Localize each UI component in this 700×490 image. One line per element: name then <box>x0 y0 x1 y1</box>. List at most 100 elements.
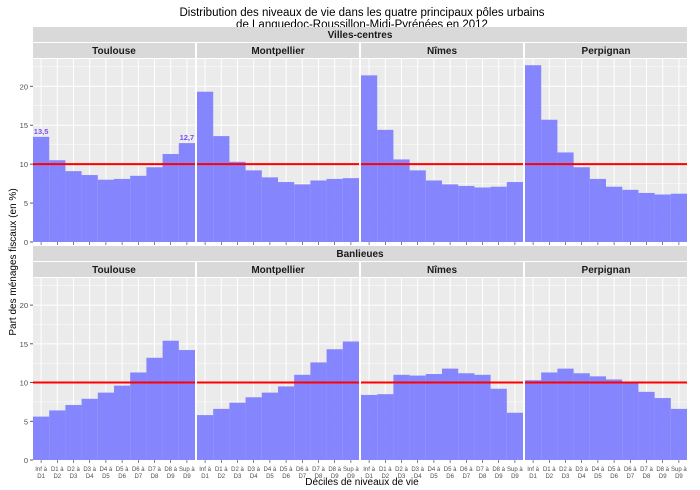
row-strip-label: Villes-centres <box>328 30 393 41</box>
bar <box>525 380 542 460</box>
x-tick-label: D8 <box>315 474 323 480</box>
bar <box>310 180 327 242</box>
x-tick-label: D6 à <box>460 467 473 473</box>
x-tick-label: D4 à <box>592 467 605 473</box>
x-tick-label: D1 à <box>543 467 556 473</box>
bar <box>65 171 82 242</box>
bar <box>409 170 426 242</box>
bar <box>541 372 558 460</box>
bar <box>130 175 147 242</box>
x-tick-label: D3 <box>398 474 406 480</box>
bar <box>606 186 623 242</box>
bar <box>261 177 278 242</box>
x-tick-label: D9 <box>347 474 355 480</box>
x-tick-label: D4 <box>414 474 422 480</box>
bar <box>213 408 230 460</box>
panel-strip <box>525 262 687 277</box>
x-tick-label: D1 à <box>215 467 228 473</box>
panel-strip <box>33 43 195 58</box>
bar <box>97 179 114 242</box>
bar <box>425 374 442 460</box>
bar <box>97 392 114 460</box>
panel-strip-label: Perpignan <box>582 265 631 276</box>
bar <box>670 193 687 242</box>
bar <box>557 152 574 242</box>
x-tick-label: D5 à <box>444 467 457 473</box>
y-tick-label: 10 <box>20 379 28 388</box>
x-tick-label: D8 à <box>656 467 669 473</box>
x-tick-label: D6 <box>282 474 290 480</box>
x-tick-label: D2 <box>217 474 225 480</box>
panel-strip-label: Montpellier <box>251 265 304 276</box>
x-tick-label: D7 <box>298 474 306 480</box>
bar <box>557 368 574 460</box>
x-tick-label: D3 <box>234 474 242 480</box>
x-tick-label: D9 <box>659 474 667 480</box>
panel-strip-label: Montpellier <box>251 46 304 57</box>
bar <box>162 154 179 242</box>
bar <box>490 186 507 242</box>
bar <box>654 398 671 460</box>
bar <box>541 119 558 242</box>
bar <box>245 397 262 460</box>
x-tick-label: Sup à <box>179 467 195 473</box>
x-tick-label: D7 à <box>640 467 653 473</box>
x-tick-label: Inf à <box>35 467 47 473</box>
panel-strip-label: Nîmes <box>427 265 457 276</box>
bar <box>361 394 378 460</box>
panel-strip-label: Nîmes <box>427 46 457 57</box>
x-tick-label: Sup à <box>343 467 359 473</box>
bar <box>342 341 359 460</box>
y-tick-label: 20 <box>20 301 28 310</box>
x-tick-label: D1 à <box>379 467 392 473</box>
x-tick-label: D5 à <box>608 467 621 473</box>
bar <box>490 388 507 460</box>
bar <box>261 392 278 460</box>
x-tick-label: Inf à <box>199 467 211 473</box>
bar <box>178 143 195 242</box>
bar <box>229 402 246 460</box>
panel-1-2: Nîmes Inf àD1 D1 àD2 D2 àD3 D3 àD4 D4 àD5 D5 à… <box>361 262 523 480</box>
x-tick-label: D5 à <box>280 467 293 473</box>
bar <box>342 178 359 242</box>
x-tick-label: D6 <box>118 474 126 480</box>
bar <box>245 170 262 242</box>
bar <box>178 350 195 460</box>
panel-strip <box>197 262 359 277</box>
bar <box>458 185 475 242</box>
bar <box>654 194 671 242</box>
x-axis-title: Déciles de niveaux de vie <box>305 477 419 488</box>
bar <box>326 349 343 460</box>
bar <box>638 192 655 242</box>
x-tick-label: D5 <box>594 474 602 480</box>
bar <box>278 182 295 242</box>
bar <box>114 178 131 242</box>
panel-strip <box>197 43 359 58</box>
x-tick-label: Sup à <box>671 467 687 473</box>
x-tick-label: D8 <box>643 474 651 480</box>
y-tick-label: 15 <box>20 340 28 349</box>
bar <box>49 160 66 242</box>
x-tick-label: D4 à <box>428 467 441 473</box>
bar <box>506 182 523 242</box>
panel-strip <box>361 262 523 277</box>
x-tick-label: D3 à <box>575 467 588 473</box>
x-tick-label: D5 <box>102 474 110 480</box>
y-tick-label: 10 <box>20 160 28 169</box>
panel-strip <box>33 262 195 277</box>
bar <box>442 184 459 242</box>
data-label: 13,5 <box>34 127 49 136</box>
bar <box>130 372 147 460</box>
bar <box>474 187 491 242</box>
bar <box>622 383 639 460</box>
bar <box>670 408 687 460</box>
x-tick-label: D3 <box>70 474 78 480</box>
data-label: 12,7 <box>180 133 195 142</box>
bar <box>573 167 590 242</box>
x-tick-label: D8 à <box>328 467 341 473</box>
x-tick-label: D6 <box>446 474 454 480</box>
panel-0-2: Nîmes <box>361 43 523 245</box>
bar <box>409 375 426 460</box>
bar <box>81 175 98 242</box>
